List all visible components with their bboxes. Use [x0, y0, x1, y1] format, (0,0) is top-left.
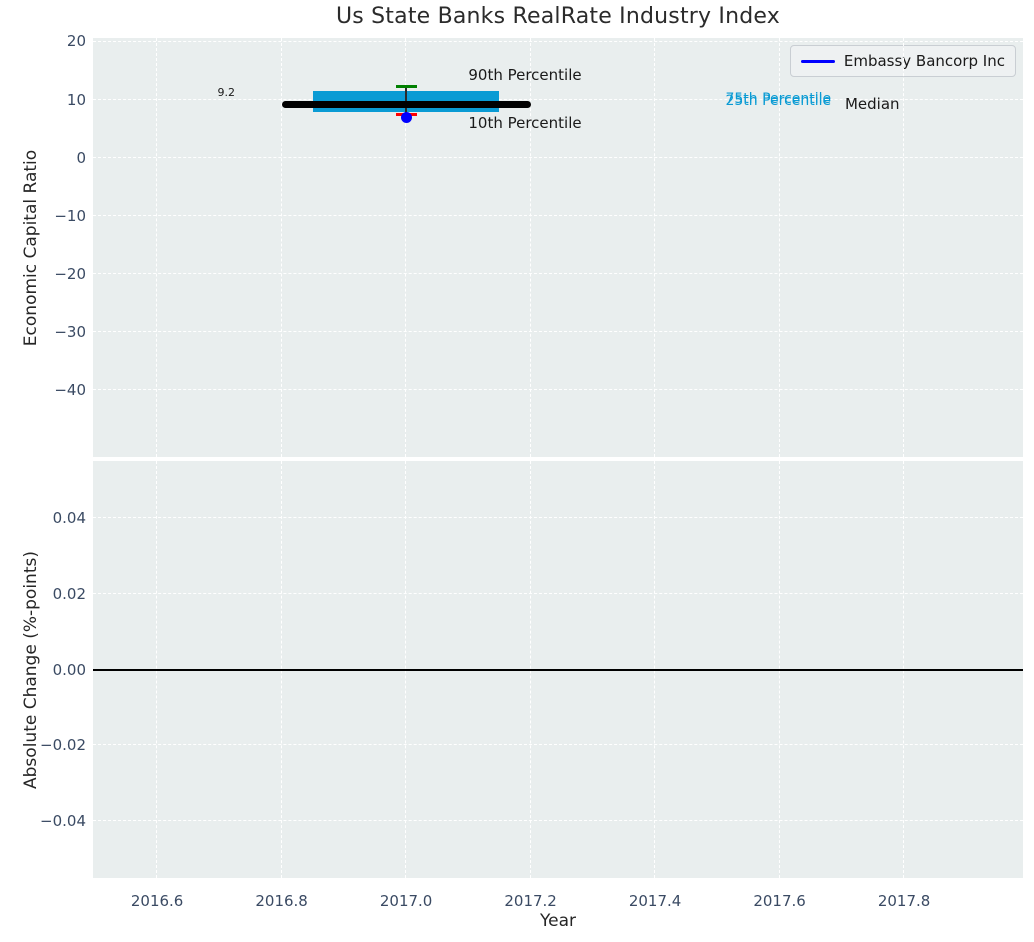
y-tick-label: −0.02: [40, 736, 86, 755]
median-label: Median: [844, 94, 900, 113]
y-tick-label: −30: [54, 322, 86, 341]
x-tick-label: 2017.0: [379, 892, 433, 910]
y-tick-label: −20: [54, 264, 86, 283]
p10-label: 10th Percentile: [468, 113, 582, 132]
h-gridline: [93, 388, 1023, 390]
h-gridline: [93, 330, 1023, 332]
x-axis-label: Year: [540, 911, 576, 931]
v-gridline: [903, 38, 905, 457]
y-tick-label: 20: [66, 32, 86, 51]
h-gridline: [93, 744, 1023, 746]
v-gridline: [778, 38, 780, 457]
x-tick-label: 2016.8: [255, 892, 308, 910]
y-tick-label: 0.04: [52, 509, 86, 527]
h-gridline: [93, 593, 1023, 594]
p90-label: 90th Percentile: [468, 65, 582, 84]
p90-cap: [395, 85, 417, 89]
top-axes-economic-capital-ratio: Embassy Bancorp Inc 9.2 90th Percentile 10…: [93, 38, 1023, 457]
company-marker: [400, 112, 412, 123]
p75-label: 75th Percentile: [725, 90, 832, 107]
x-tick-label: 2017.6: [753, 892, 806, 910]
p25-label: 25th Percentile: [725, 92, 832, 109]
v-gridline: [654, 38, 656, 457]
median-line: [281, 100, 531, 108]
h-gridline: [93, 98, 1023, 100]
y-tick-label: 10: [66, 90, 86, 109]
y-tick-label: −40: [54, 380, 86, 399]
chart-title: Us State Banks RealRate Industry Index: [335, 4, 780, 29]
legend-entry-label: Embassy Bancorp Inc: [843, 52, 1005, 70]
y-tick-label: 0.00: [52, 660, 86, 679]
h-gridline: [93, 517, 1023, 519]
median-value-label: 9.2: [217, 86, 235, 100]
bottom-axes-absolute-change: [93, 461, 1023, 878]
y-tick-label: −10: [54, 206, 86, 225]
legend: Embassy Bancorp Inc: [789, 45, 1016, 77]
y-tick-label: 0.02: [52, 584, 86, 603]
v-gridline: [156, 38, 158, 457]
x-tick-label: 2017.4: [628, 892, 682, 910]
y-tick-label: 0: [76, 148, 86, 167]
h-gridline: [93, 272, 1023, 274]
h-gridline: [93, 214, 1023, 216]
v-gridline: [280, 38, 282, 457]
h-gridline: [93, 820, 1023, 822]
h-gridline: [93, 40, 1023, 42]
y-tick-label: −0.04: [40, 811, 86, 830]
x-tick-label: 2017.2: [504, 892, 557, 910]
x-tick-label: 2017.8: [877, 892, 931, 910]
x-tick-label: 2016.6: [130, 892, 184, 910]
legend-line-swatch: [800, 59, 835, 63]
v-gridline: [405, 38, 407, 457]
h-gridline: [93, 156, 1023, 158]
zero-line: [93, 668, 1023, 671]
v-gridline: [529, 38, 531, 457]
